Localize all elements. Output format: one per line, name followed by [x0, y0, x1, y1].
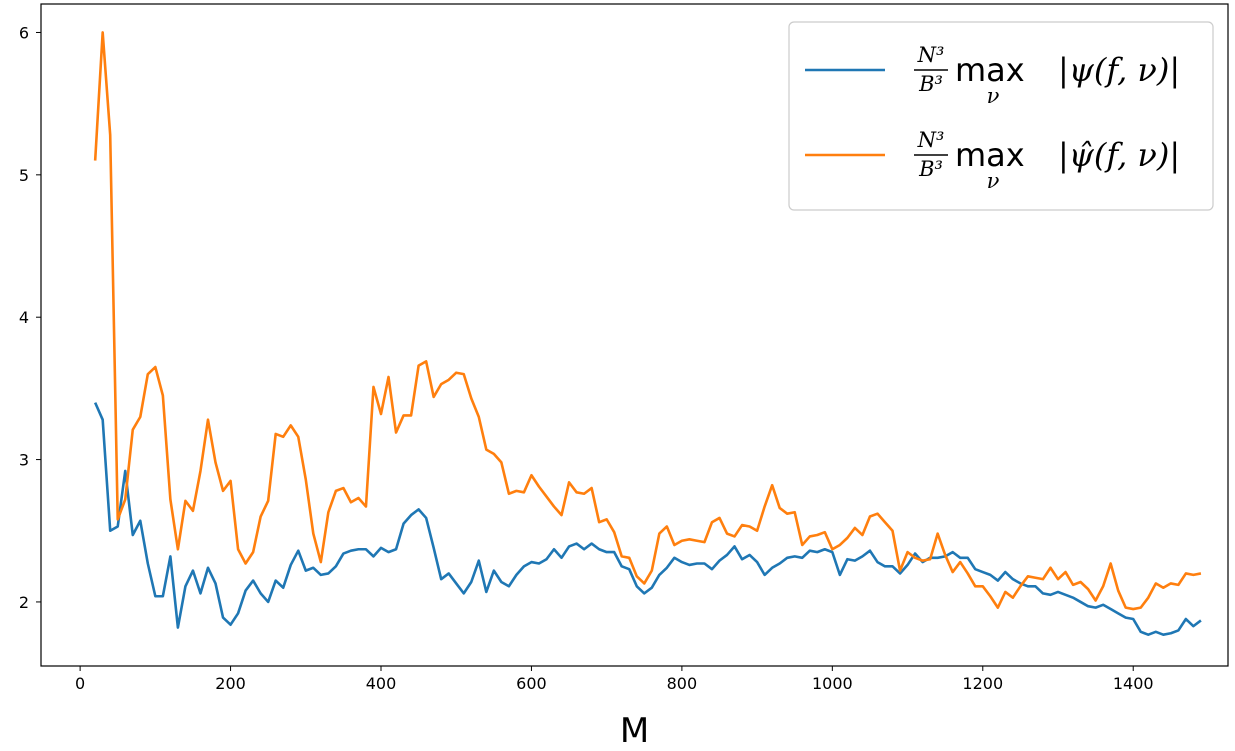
x-tick-label: 1400 [1113, 674, 1154, 693]
legend-fraction-numerator: N³ [917, 128, 945, 152]
x-tick-label: 200 [215, 674, 246, 693]
axes: 0 200 400 600 800 1000 1200 1400 2 3 4 5 6 M [19, 3, 1229, 751]
legend-max-subscript: ν [987, 84, 1000, 108]
series-line-1 [93, 402, 1202, 636]
x-axis-label: M [620, 711, 649, 751]
x-tick-label: 600 [516, 674, 547, 693]
legend-fraction-denominator: B³ [918, 72, 943, 96]
legend-expression: |ψ(f, ν)| [1058, 51, 1180, 89]
y-tick-label: 2 [19, 593, 29, 612]
series-line-2 [93, 31, 1202, 611]
x-tick-label: 1200 [962, 674, 1003, 693]
y-tick-label: 4 [19, 308, 29, 327]
legend-box [788, 21, 1214, 211]
legend-expression: |ψ̂(f, ν)| [1058, 136, 1180, 174]
legend-fraction-numerator: N³ [917, 43, 945, 67]
x-tick-label: 0 [75, 674, 85, 693]
y-tick-label: 3 [19, 451, 29, 470]
y-tick-label: 6 [19, 23, 29, 42]
x-tick-label: 400 [366, 674, 397, 693]
legend-max-subscript: ν [987, 169, 1000, 193]
series-layer [93, 31, 1202, 636]
plot-frame [40, 3, 1229, 667]
x-tick-label: 800 [667, 674, 698, 693]
legend-max-operator: max [955, 51, 1025, 89]
legend-max-operator: max [955, 136, 1025, 174]
legend-fraction-denominator: B³ [918, 157, 943, 181]
y-tick-label: 5 [19, 166, 29, 185]
x-tick-label: 1000 [812, 674, 853, 693]
